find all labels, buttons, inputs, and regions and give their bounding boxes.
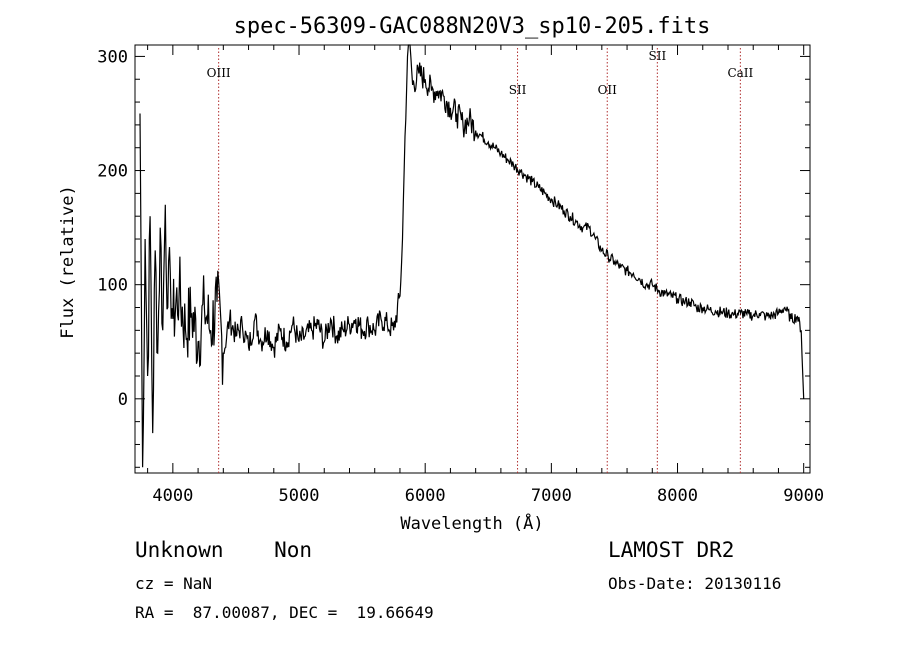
chart-title: spec-56309-GAC088N20V3_sp10-205.fits <box>234 14 711 39</box>
emission-line-label: OIII <box>207 66 231 80</box>
coordinates-label: RA = 87.00087, DEC = 19.66649 <box>135 603 434 622</box>
obs-date-label: Obs-Date: 20130116 <box>608 574 782 593</box>
emission-line-label: CaII <box>727 66 753 80</box>
line-markers: OIII SII OII SII CaII <box>207 48 754 473</box>
axis-ticks <box>135 45 810 473</box>
plot-frame <box>134 44 811 474</box>
emission-line-label: SII <box>509 83 527 97</box>
object-name: Unknown Non <box>135 538 313 562</box>
survey-name: LAMOST DR2 <box>608 538 735 562</box>
emission-line-label: SII <box>648 49 666 63</box>
x-tick-label: 5000 <box>279 486 320 506</box>
y-tick-label: 0 <box>118 390 128 410</box>
x-tick-label: 6000 <box>405 486 446 506</box>
x-axis-label: Wavelength (Å) <box>400 512 543 534</box>
x-tick-label: 9000 <box>783 486 824 506</box>
spectrum-line <box>139 44 805 468</box>
x-tick-label: 7000 <box>531 486 572 506</box>
y-tick-label: 100 <box>97 276 128 296</box>
redshift-label: cz = NaN <box>135 574 213 593</box>
y-tick-label: 300 <box>97 47 128 67</box>
tick-labels: 4000 5000 6000 7000 8000 9000 0 100 200 300 <box>97 47 824 506</box>
emission-line-label: OII <box>598 83 618 97</box>
x-tick-label: 8000 <box>657 486 698 506</box>
y-axis-label: Flux (relative) <box>58 185 78 339</box>
x-tick-label: 4000 <box>152 486 193 506</box>
y-tick-label: 200 <box>97 162 128 182</box>
